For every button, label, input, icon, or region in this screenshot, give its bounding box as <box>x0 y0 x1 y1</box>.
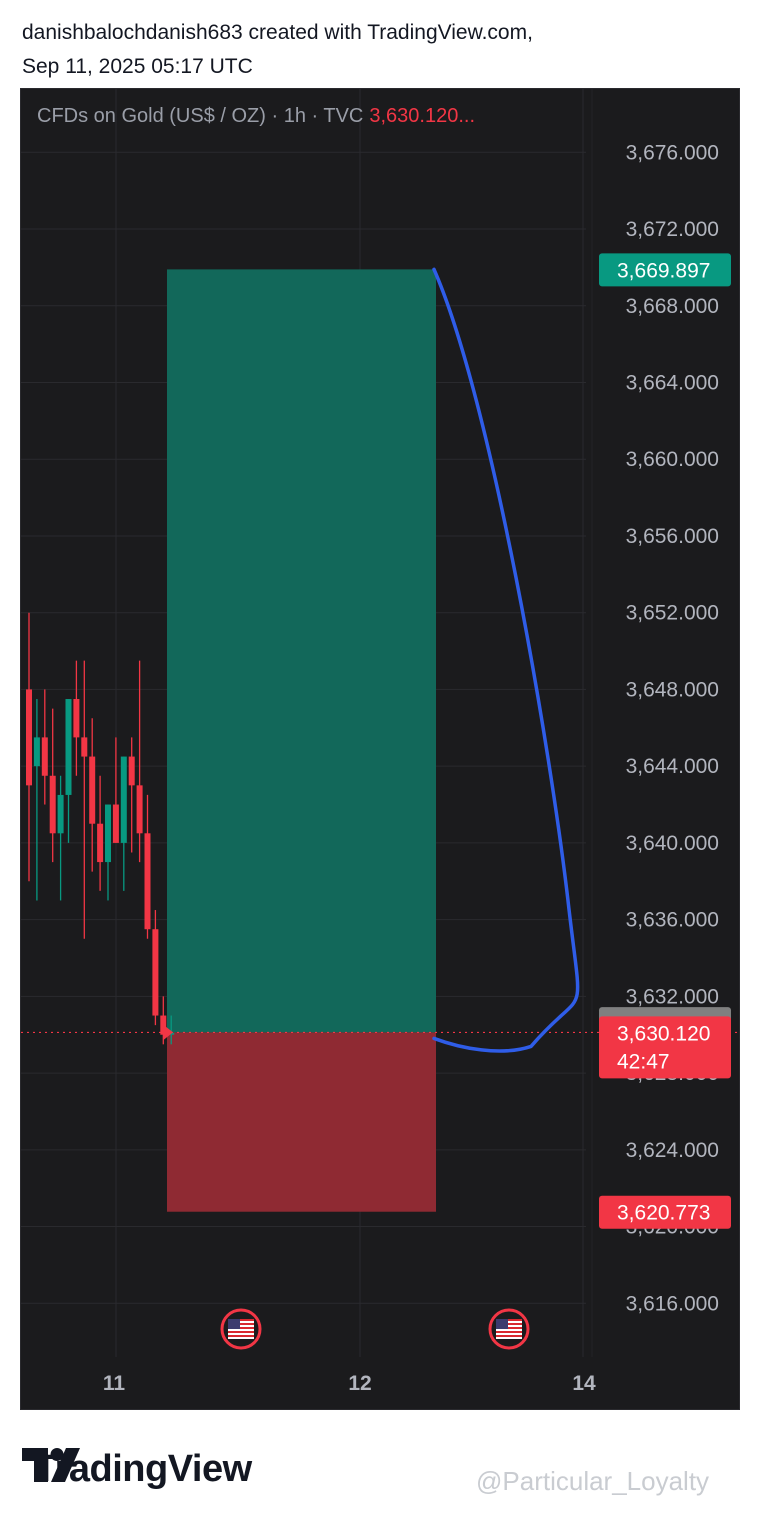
last-price-badge-text: 3,630.120 <box>617 1022 710 1045</box>
chart-canvas[interactable]: 3,616.0003,620.0003,624.0003,628.0003,63… <box>21 89 740 1410</box>
chart-author-header: danishbalochdanish683 created with Tradi… <box>22 16 533 84</box>
target-price-badge-text: 3,669.897 <box>617 259 710 282</box>
flag-stripe <box>228 1323 254 1325</box>
projection-curve[interactable] <box>432 267 580 1053</box>
candle-body[interactable] <box>49 775 56 834</box>
x-tick-label: 11 <box>103 1372 126 1395</box>
tradingview-footer: TradingView <box>22 1448 252 1491</box>
candle-body[interactable] <box>112 804 119 843</box>
candle-body[interactable] <box>97 823 104 863</box>
flag-stripe <box>496 1331 522 1333</box>
y-tick-label: 3,632.000 <box>626 985 719 1008</box>
candle-body[interactable] <box>120 756 127 843</box>
symbol-legend[interactable]: CFDs on Gold (US$ / OZ) · 1h · TVC 3,630.… <box>37 105 475 128</box>
flag-stripe <box>496 1335 522 1337</box>
author-line: danishbalochdanish683 created with Tradi… <box>22 21 533 44</box>
last-price-badge-text: 42:47 <box>617 1050 670 1073</box>
flag-stripe <box>496 1327 522 1329</box>
snapshot-date: Sep 11, 2025 05:17 UTC <box>22 55 253 78</box>
profit-target-zone[interactable] <box>167 269 436 1033</box>
y-tick-label: 3,644.000 <box>626 755 719 778</box>
y-tick-label: 3,624.000 <box>626 1139 719 1162</box>
y-tick-label: 3,616.000 <box>626 1292 719 1315</box>
candle-body[interactable] <box>65 699 72 795</box>
y-tick-label: 3,656.000 <box>626 525 719 548</box>
candle-body[interactable] <box>26 689 32 786</box>
target-price-badge <box>599 253 731 287</box>
last-price-badge <box>599 1016 731 1079</box>
flag-stripe <box>496 1323 522 1325</box>
candle-body[interactable] <box>105 804 111 863</box>
watermark: @Particular_Loyalty <box>476 1466 710 1496</box>
y-tick-label: 3,668.000 <box>626 295 719 318</box>
candle-body[interactable] <box>57 794 64 834</box>
flag-stripe <box>228 1331 254 1333</box>
candle-body[interactable] <box>152 929 159 1016</box>
y-tick-label: 3,664.000 <box>626 372 719 395</box>
candle-body[interactable] <box>89 756 96 824</box>
y-tick-label: 3,636.000 <box>626 909 719 932</box>
candle-body[interactable] <box>128 756 135 786</box>
entry-marker <box>163 1024 173 1041</box>
stop-price-badge-text: 3,620.773 <box>617 1202 710 1225</box>
candle-body[interactable] <box>144 833 151 930</box>
stop-loss-zone[interactable] <box>167 1032 436 1212</box>
flag-canton <box>496 1319 508 1329</box>
candle-body[interactable] <box>41 737 48 776</box>
flag-stripe <box>228 1335 254 1337</box>
x-tick-label: 14 <box>572 1372 596 1395</box>
y-tick-label: 3,660.000 <box>626 448 719 471</box>
chart-frame[interactable]: 3,616.0003,620.0003,624.0003,628.0003,63… <box>20 88 740 1410</box>
candle-body[interactable] <box>33 737 40 767</box>
y-tick-label: 3,672.000 <box>626 218 719 241</box>
x-tick-label: 12 <box>348 1372 371 1395</box>
y-tick-label: 3,648.000 <box>626 678 719 701</box>
flag-stripe <box>496 1319 522 1321</box>
y-tick-label: 3,640.000 <box>626 832 719 855</box>
stop-price-badge <box>599 1195 731 1229</box>
symbol-title: CFDs on Gold (US$ / OZ) · 1h · TVC <box>37 105 364 127</box>
flag-stripe <box>228 1319 254 1321</box>
y-tick-label: 3,652.000 <box>626 602 719 625</box>
symbol-last-price: 3,630.120... <box>369 105 476 127</box>
flag-stripe <box>228 1327 254 1329</box>
candle-body[interactable] <box>136 785 143 834</box>
candle-body[interactable] <box>81 737 88 757</box>
tradingview-logo-icon <box>22 1448 80 1482</box>
flag-canton <box>228 1319 240 1329</box>
candle-body[interactable] <box>73 699 80 738</box>
y-tick-label: 3,676.000 <box>626 141 719 164</box>
